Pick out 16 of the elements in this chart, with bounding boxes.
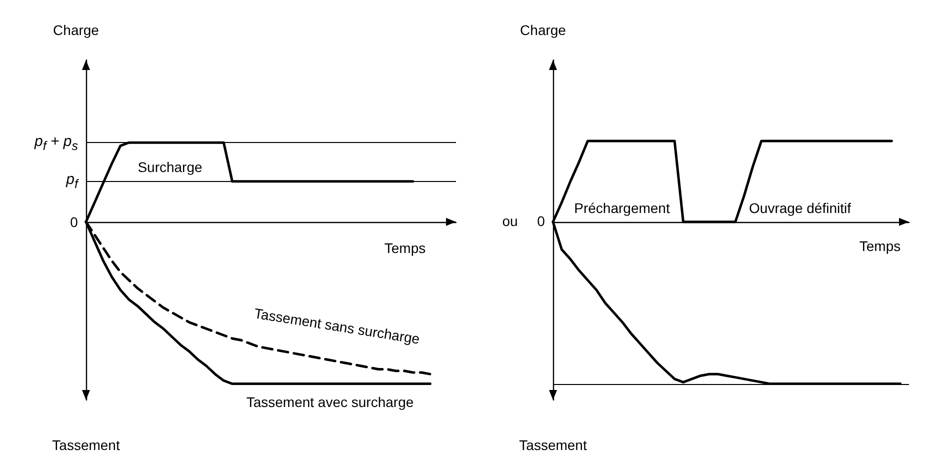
- annotation: Surcharge: [138, 159, 203, 175]
- text: ou: [502, 213, 518, 229]
- text: 0: [537, 213, 546, 229]
- annotation: Tassement sans surcharge: [253, 305, 422, 347]
- text: Tassement avec surcharge: [246, 394, 414, 410]
- x-axis-title: Temps: [859, 238, 901, 254]
- text: Tassement: [52, 437, 120, 453]
- text: 0: [70, 214, 78, 230]
- annotation: Ouvrage définitif: [749, 200, 852, 216]
- text: Tassement: [519, 437, 587, 453]
- y-axis-title: Charge: [53, 22, 100, 38]
- x-axis-title: Temps: [384, 240, 426, 256]
- ref-line-label: p$_{f}$ + p$_{s}$: [34, 132, 78, 153]
- y-axis-title: Charge: [520, 22, 566, 38]
- annotation: Préchargement: [574, 200, 670, 216]
- ref-line-label: p$_{f}$: [66, 171, 78, 192]
